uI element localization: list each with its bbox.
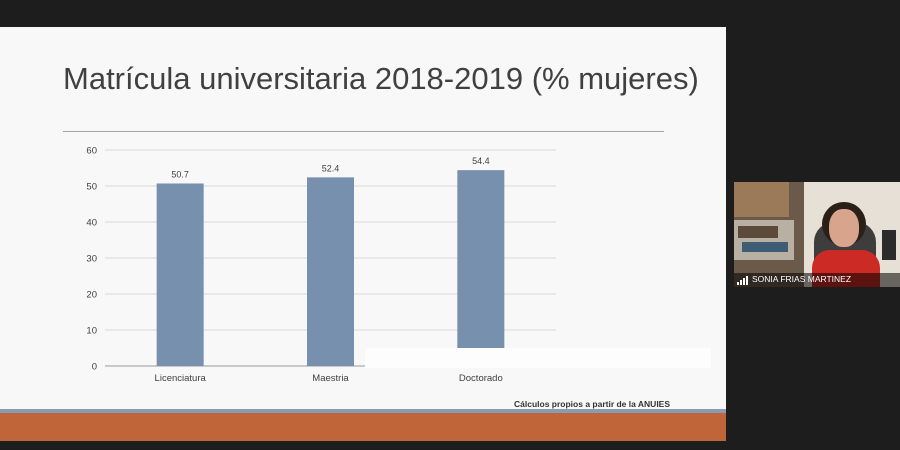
y-tick-label: 50 <box>86 182 97 193</box>
slide-title: Matrícula universitaria 2018-2019 (% muj… <box>63 61 699 96</box>
bar <box>156 183 204 366</box>
y-tick-label: 0 <box>92 362 97 373</box>
participant-video-tile[interactable]: SONIA FRIAS MARTINEZ <box>734 182 900 287</box>
x-tick-label: Doctorado <box>459 373 503 384</box>
slide-footer-band <box>0 413 726 441</box>
presentation-slide: Matrícula universitaria 2018-2019 (% muj… <box>0 27 726 441</box>
bar <box>307 177 354 366</box>
title-divider <box>63 131 664 132</box>
participant-face <box>829 209 859 247</box>
y-tick-label: 20 <box>86 290 97 301</box>
participant-name: SONIA FRIAS MARTINEZ <box>752 274 852 284</box>
signal-strength-icon <box>737 276 749 285</box>
background-lamp <box>882 230 896 260</box>
source-note: Cálculos propios a partir de la ANUIES <box>514 399 671 409</box>
y-tick-label: 30 <box>86 254 97 265</box>
background-books <box>742 242 788 252</box>
bar-chart: 0 10 20 30 40 50 60 50.7 Licenciatura 52.4 Maestri… <box>86 146 556 384</box>
x-tick-label: Licenciatura <box>155 373 207 384</box>
data-label: 52.4 <box>322 163 340 173</box>
bar <box>457 170 505 366</box>
data-label: 54.4 <box>472 156 490 166</box>
overlay-strip <box>365 348 711 368</box>
background-books <box>738 226 778 238</box>
y-tick-label: 10 <box>86 326 97 337</box>
y-tick-label: 40 <box>86 218 97 229</box>
background-window <box>734 182 789 217</box>
x-tick-label: Maestria <box>312 373 349 384</box>
slide-footer-line <box>0 409 726 413</box>
participant-name-bar: SONIA FRIAS MARTINEZ <box>734 273 900 287</box>
y-tick-label: 60 <box>86 146 97 157</box>
data-label: 50.7 <box>171 169 189 179</box>
